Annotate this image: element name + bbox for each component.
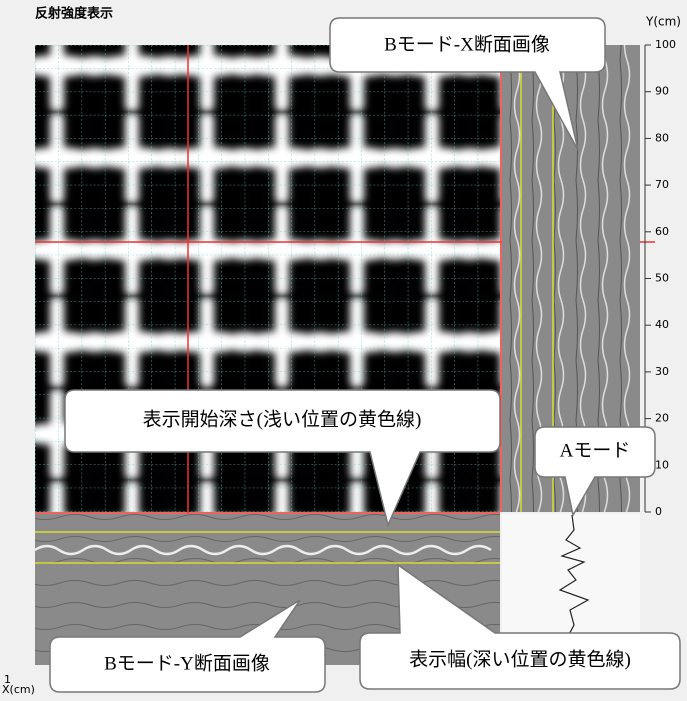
y-tick-label: 70 [655,178,669,191]
y-axis-label: Y(cm) [645,15,681,29]
x-axis-label: X(cm) [2,683,35,696]
y-tick-label: 40 [655,318,669,331]
callout-text: Bモード-Y断面画像 [104,652,270,674]
y-tick-label: 30 [655,365,669,378]
y-tick-label: 20 [655,412,669,425]
y-tick-label: 60 [655,225,669,238]
y-tick-label: 90 [655,85,669,98]
screen: 反射強度表示 Y(cm) 1 X(cm) 0102030405060708090… [0,0,687,697]
y-tick-label: 50 [655,272,669,285]
y-tick-label: 80 [655,131,669,144]
y-tick-label: 100 [655,38,676,51]
y-tick-label: 0 [655,505,662,518]
callout-text: Bモード-X断面画像 [384,33,550,55]
y-tick-label: 10 [655,458,669,471]
callout-text: 表示開始深さ(浅い位置の黄色線) [143,408,422,430]
panel-title: 反射強度表示 [35,6,113,22]
callout-text: 表示幅(深い位置の黄色線) [409,648,631,670]
callout-text: Aモード [560,440,631,461]
